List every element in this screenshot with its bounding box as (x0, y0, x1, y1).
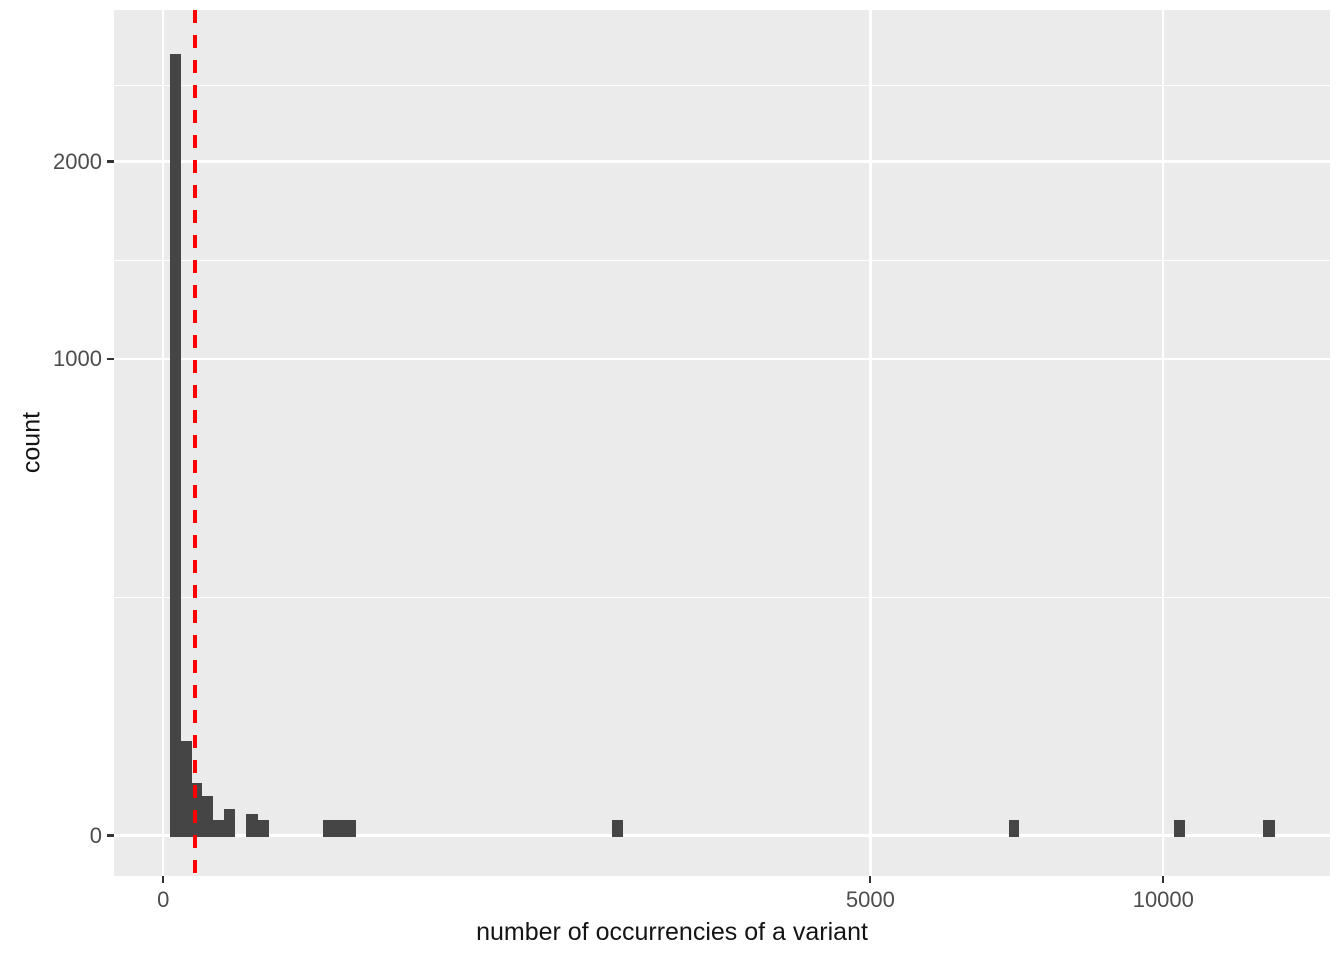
histogram-bar (246, 814, 258, 837)
major-gridline-vertical (869, 10, 872, 876)
histogram-bar (202, 795, 214, 837)
y-axis-tick-label: 1000 (53, 345, 102, 371)
histogram-bar (213, 820, 224, 837)
histogram-bar (181, 741, 192, 837)
x-axis-tick-label: 0 (157, 887, 170, 912)
x-axis-tick-mark (869, 876, 872, 883)
histogram-bar (1174, 820, 1185, 837)
y-axis-title: count (17, 411, 46, 474)
minor-gridline-horizontal (114, 596, 1330, 598)
histogram-bar (323, 820, 357, 837)
histogram-bar (1008, 820, 1019, 837)
major-gridline-horizontal (114, 834, 1330, 837)
y-axis-tick-label: 2000 (53, 148, 102, 174)
major-gridline-horizontal (114, 357, 1330, 361)
histogram-bar (611, 820, 623, 837)
y-axis-tick-mark (107, 834, 114, 837)
major-gridline-horizontal (114, 160, 1330, 163)
x-axis-title: number of occurrencies of a variant (476, 918, 868, 946)
histogram-bar (170, 53, 182, 837)
major-gridline-vertical (1162, 10, 1165, 876)
histogram-bar (191, 783, 203, 837)
plot-panel (114, 10, 1330, 876)
histogram-bar (1262, 820, 1275, 837)
major-gridline-vertical (162, 10, 165, 876)
y-axis-tick-label: 0 (89, 822, 102, 848)
y-axis-tick-mark (107, 357, 114, 361)
histogram-bar (223, 809, 235, 837)
threshold-vline (192, 10, 197, 876)
x-axis-tick-mark (162, 876, 165, 883)
x-axis-tick-label: 10000 (1132, 887, 1194, 912)
minor-gridline-horizontal (114, 85, 1330, 87)
minor-gridline-horizontal (114, 259, 1330, 261)
histogram-bar (258, 820, 269, 837)
x-axis-tick-mark (1162, 876, 1165, 883)
x-axis-tick-label: 5000 (845, 887, 895, 912)
y-axis-tick-mark (107, 160, 114, 163)
